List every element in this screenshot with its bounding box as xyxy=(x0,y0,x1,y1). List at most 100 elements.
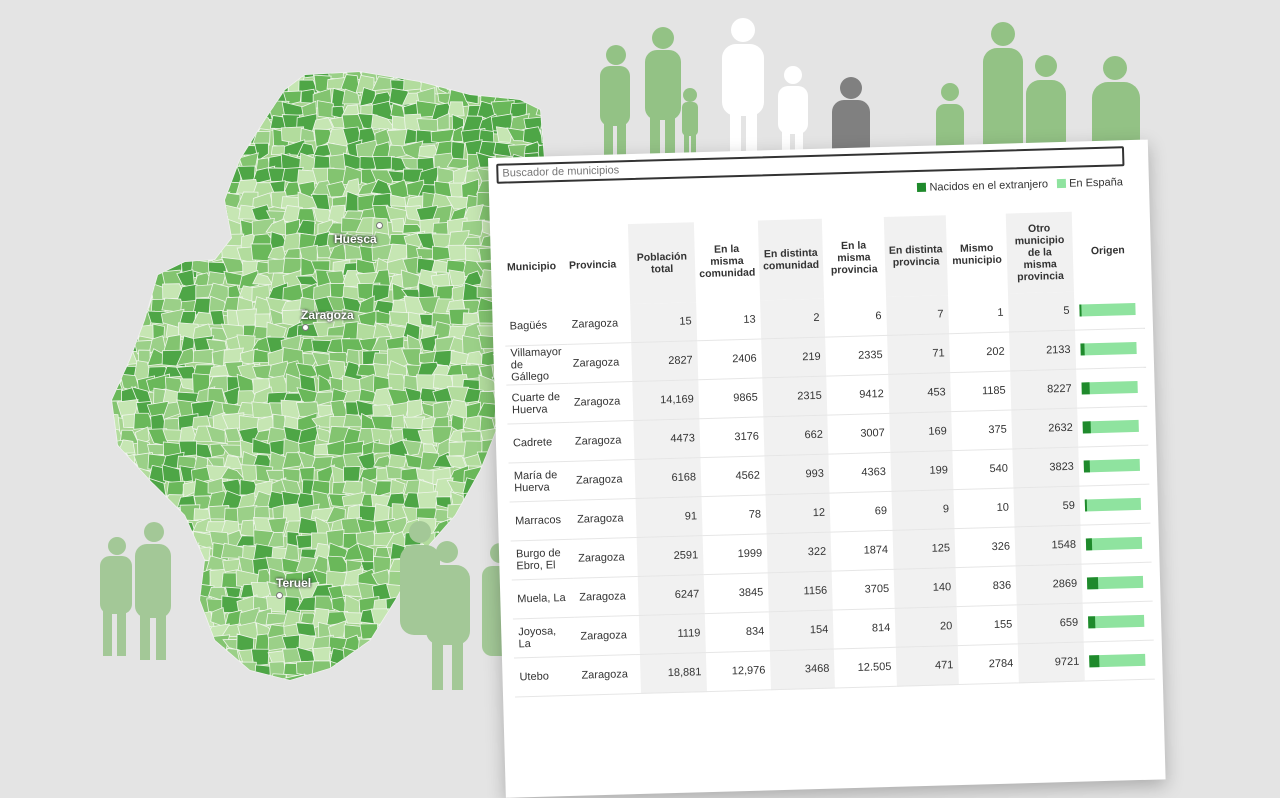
municipality-cell xyxy=(193,126,214,148)
municipality-cell xyxy=(418,573,441,590)
municipality-cell xyxy=(401,439,422,457)
header-poblacion[interactable]: Población total xyxy=(627,222,697,305)
city-dot-teruel xyxy=(276,592,283,599)
municipality-cell xyxy=(400,661,425,680)
municipality-cell xyxy=(112,261,123,277)
municipality-cell xyxy=(236,674,258,680)
cell-municipio: Cadrete xyxy=(507,422,571,464)
cell-mismo-municipio: 836 xyxy=(955,565,1017,607)
header-municipio[interactable]: Municipio xyxy=(506,260,557,274)
municipality-cell xyxy=(419,597,441,615)
city-dot-zaragoza xyxy=(302,324,309,331)
municipality-cell xyxy=(375,310,391,325)
cell-distinta-provincia: 7 xyxy=(886,295,950,336)
municipality-cell xyxy=(417,556,437,577)
cell-provincia: Zaragoza xyxy=(571,498,637,540)
municipality-cell xyxy=(179,230,201,252)
municipality-cell xyxy=(283,543,300,561)
municipality-cell xyxy=(116,273,137,286)
municipality-cell xyxy=(435,689,451,703)
municipality-cell xyxy=(132,87,152,104)
municipality-cell xyxy=(375,691,391,703)
municipality-cell xyxy=(112,571,127,588)
municipality-cell xyxy=(131,612,153,628)
municipality-cell xyxy=(480,556,498,571)
municipality-cell xyxy=(112,623,124,642)
municipality-cell xyxy=(355,648,378,666)
municipality-cell xyxy=(150,647,172,665)
municipality-cell xyxy=(132,259,157,273)
municipality-cell xyxy=(221,674,247,680)
origin-bar-foreign-fill xyxy=(1082,421,1092,434)
header-misma-provincia[interactable]: En la misma provincia xyxy=(830,239,878,277)
municipality-cell xyxy=(194,99,214,121)
cell-poblacion: 6247 xyxy=(637,574,705,616)
municipality-cell xyxy=(417,429,438,447)
origin-bar xyxy=(1080,341,1137,356)
legend-label-foreign: Nacidos en el extranjero xyxy=(929,178,1049,194)
municipality-cell xyxy=(340,663,365,679)
cell-mismo-municipio: 326 xyxy=(954,526,1016,568)
header-misma-comunidad[interactable]: En la misma comunidad xyxy=(699,243,756,281)
municipality-cell xyxy=(162,611,181,627)
cell-distinta-comunidad: 2 xyxy=(760,298,826,339)
municipality-cell xyxy=(536,72,545,83)
header-provincia[interactable]: Provincia xyxy=(568,258,617,272)
header-distinta-comunidad[interactable]: En distinta comunidad xyxy=(757,218,825,301)
origin-bar-foreign-fill xyxy=(1084,499,1088,512)
municipality-cell xyxy=(227,90,244,104)
municipality-cell xyxy=(222,558,241,573)
municipality-cell xyxy=(164,218,181,239)
municipality-cell xyxy=(226,78,243,91)
municipality-cell xyxy=(326,674,351,680)
municipality-cell xyxy=(535,102,545,119)
municipality-cell xyxy=(255,688,273,704)
municipality-cell xyxy=(181,542,200,564)
municipality-cell xyxy=(269,673,287,680)
municipality-cell xyxy=(191,114,216,133)
chart-legend: Nacidos en el extranjero En España xyxy=(911,176,1123,194)
municipality-cell xyxy=(452,165,469,187)
municipality-cell xyxy=(448,441,467,457)
header-mismo-municipio[interactable]: Mismo municipio xyxy=(952,241,1003,268)
header-distinta-provincia[interactable]: En distinta provincia xyxy=(883,215,949,297)
origin-bar-foreign-fill xyxy=(1086,577,1099,590)
municipality-cell xyxy=(401,672,425,680)
municipality-cell xyxy=(176,659,201,680)
municipality-cell xyxy=(461,661,483,680)
cell-municipio: Bagüés xyxy=(504,305,568,347)
municipality-cell xyxy=(112,479,121,499)
cell-poblacion: 6168 xyxy=(634,457,702,499)
cell-otro-municipio: 9721 xyxy=(1017,642,1085,683)
municipality-cell xyxy=(191,221,215,236)
municipality-cell xyxy=(146,116,169,130)
municipality-cell xyxy=(282,468,301,483)
cell-distinta-provincia: 471 xyxy=(895,645,959,687)
municipality-cell xyxy=(405,610,423,625)
municipality-cell xyxy=(361,688,379,704)
cell-misma-comunidad: 2406 xyxy=(697,338,763,380)
municipality-cell xyxy=(331,686,346,705)
municipality-cell xyxy=(146,659,171,675)
municipality-cell xyxy=(177,558,198,572)
municipality-cell xyxy=(179,637,198,653)
header-otro-municipio[interactable]: Otro municipio de la misma provincia xyxy=(1005,211,1074,294)
municipality-cell xyxy=(220,444,242,458)
cell-origen xyxy=(1083,640,1155,682)
municipality-cell xyxy=(161,115,185,135)
municipality-cell xyxy=(343,466,361,482)
municipality-cell xyxy=(462,673,487,680)
municipality-cell xyxy=(416,647,438,667)
municipality-cell xyxy=(146,256,166,274)
municipality-cell xyxy=(149,542,168,564)
municipality-cell xyxy=(386,608,407,627)
municipality-cell xyxy=(288,686,302,703)
municipality-cell xyxy=(117,256,136,277)
municipality-cell xyxy=(209,113,226,132)
municipality-cell xyxy=(406,399,423,420)
municipality-cell xyxy=(433,620,454,638)
municipality-cell xyxy=(206,660,229,680)
municipality-cell xyxy=(464,620,485,642)
cell-misma-provincia: 3007 xyxy=(827,413,891,455)
municipality-cell xyxy=(131,72,156,80)
